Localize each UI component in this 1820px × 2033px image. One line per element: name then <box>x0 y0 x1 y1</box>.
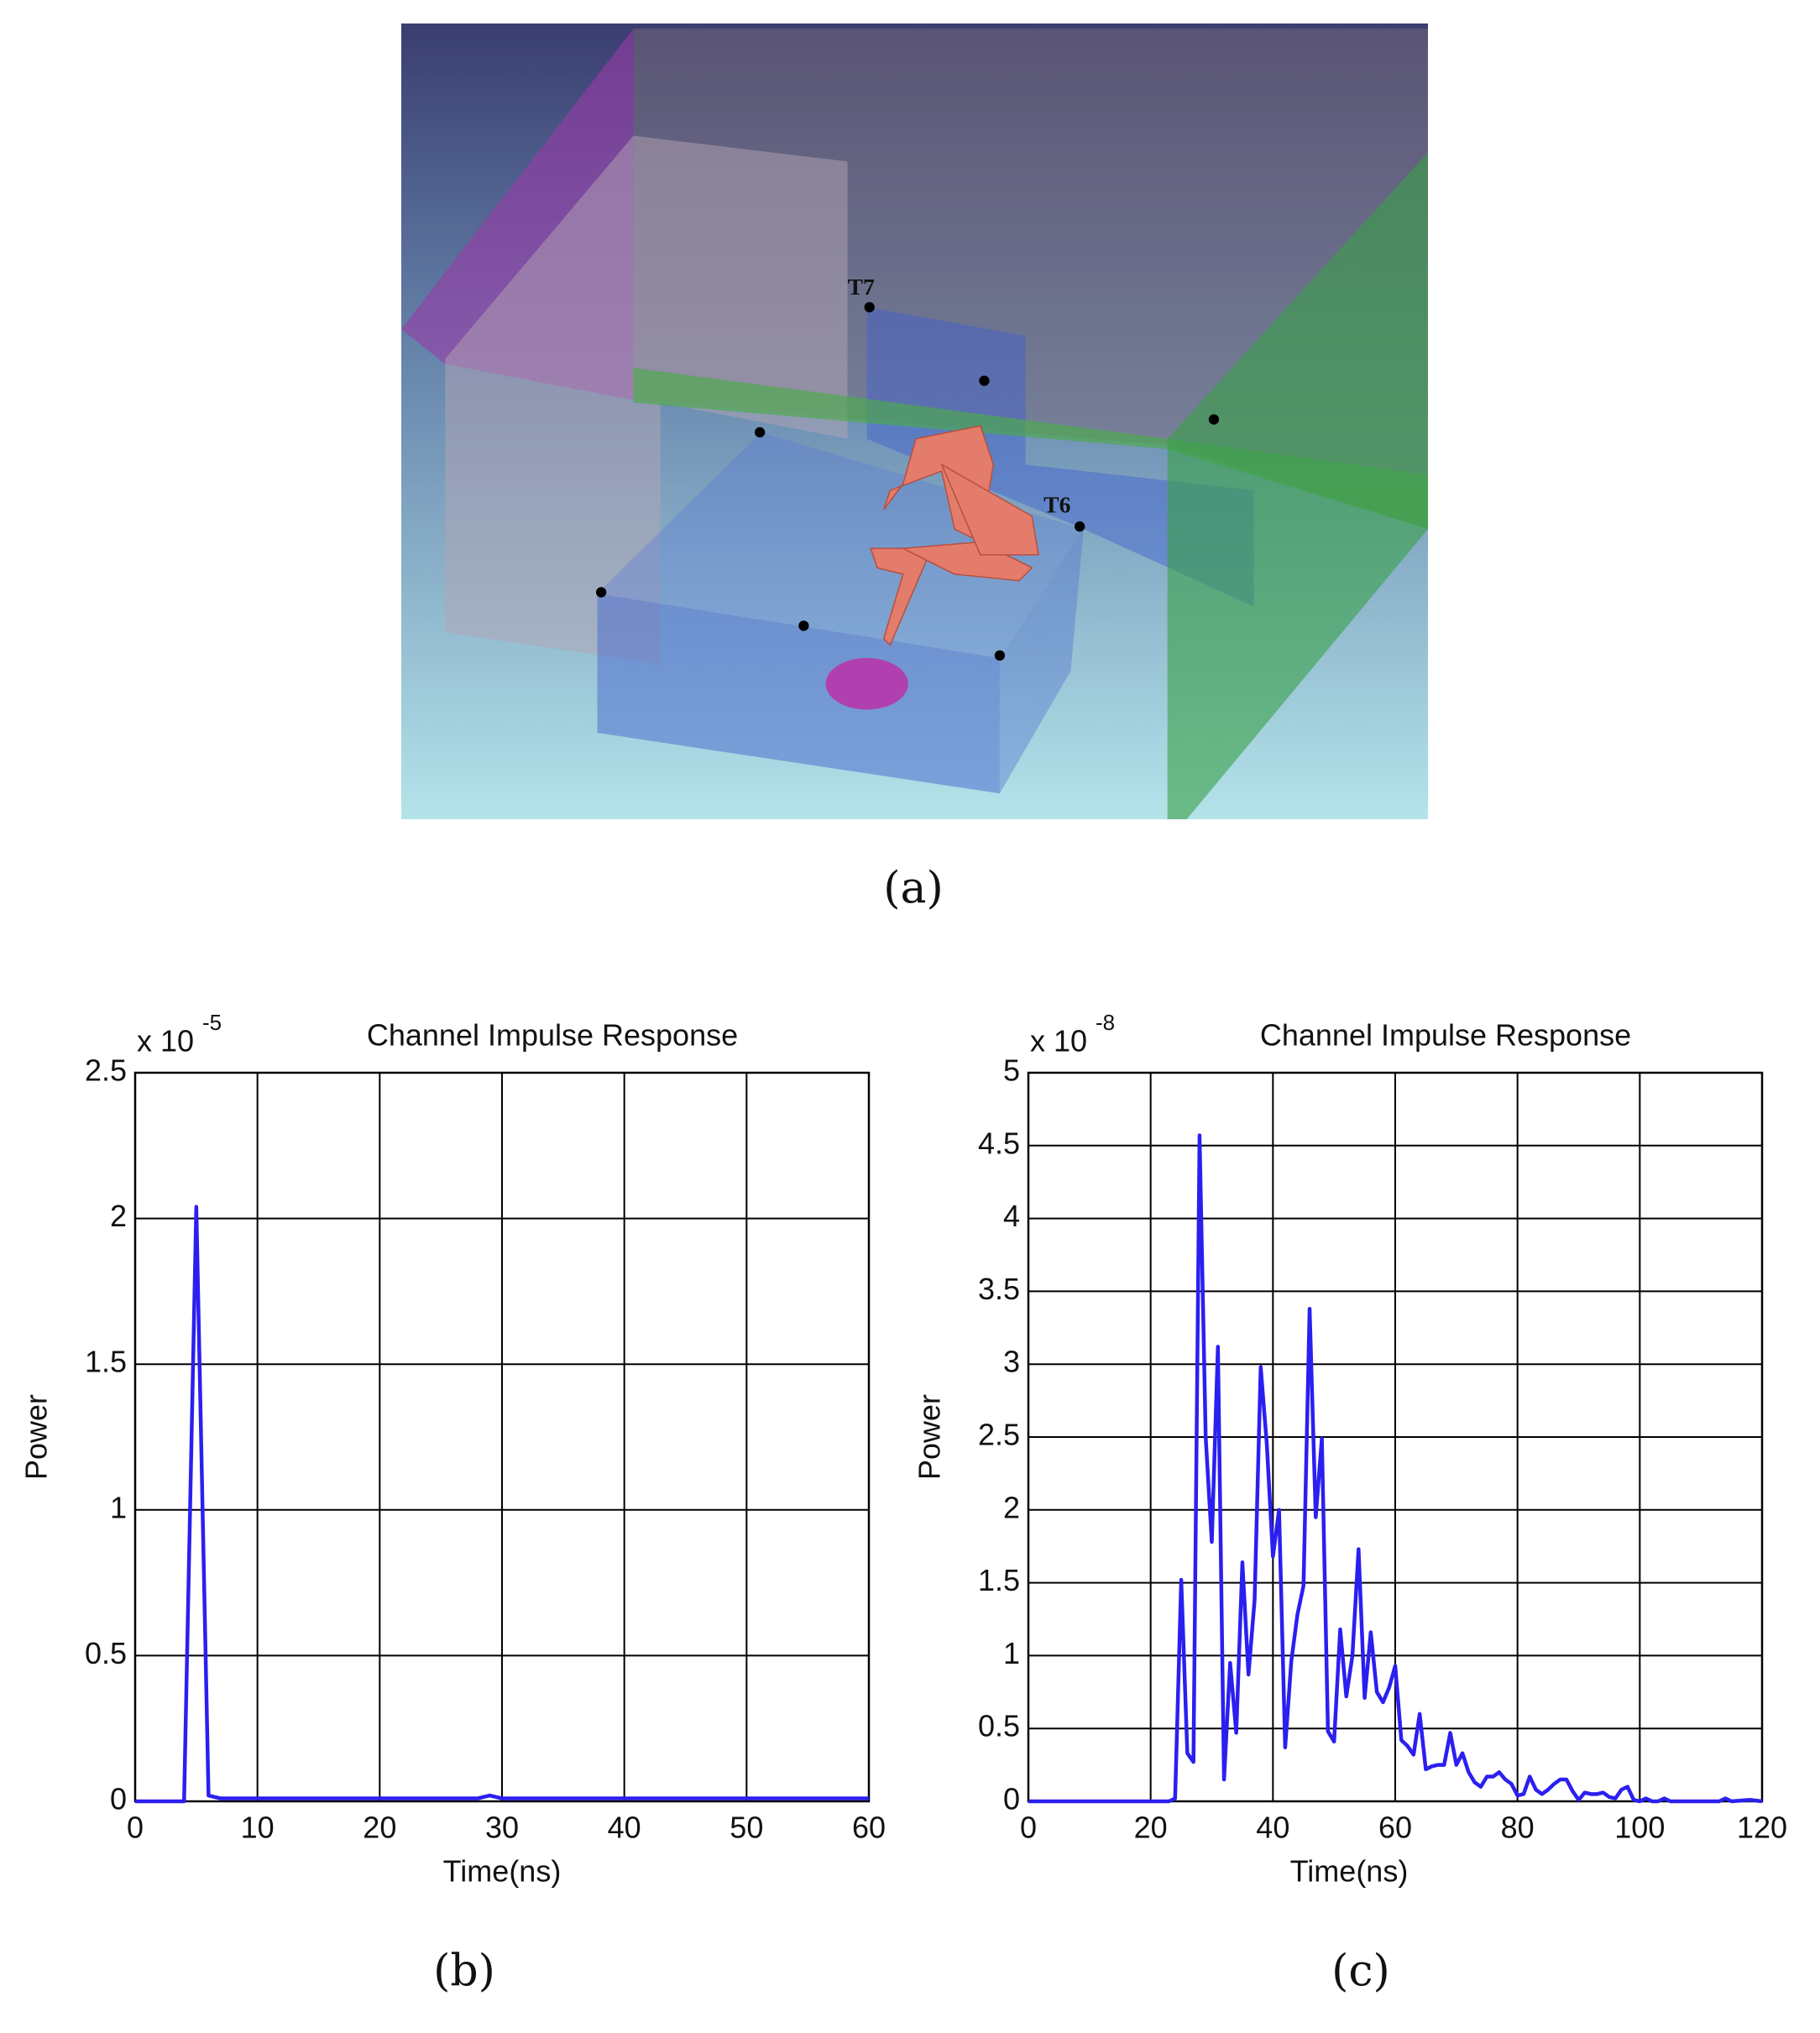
x-tick-label: 40 <box>608 1811 641 1845</box>
panel-caption: (a) <box>883 864 944 914</box>
y-tick-label: 2 <box>1003 1490 1020 1524</box>
box <box>866 307 1254 607</box>
marker-dot <box>979 375 990 386</box>
x-tick-label: 20 <box>1134 1811 1168 1845</box>
marker-dot <box>596 587 607 598</box>
beam <box>633 368 1428 530</box>
y-tick-label: 0 <box>1003 1782 1020 1816</box>
y-axis-label: Power <box>913 1394 947 1480</box>
marker-dot <box>994 650 1006 661</box>
x-tick-label: 60 <box>852 1811 886 1845</box>
x-tick-label: 10 <box>241 1811 275 1845</box>
x-tick-label: 40 <box>1256 1811 1289 1845</box>
marker-dot <box>754 426 766 438</box>
chart-title: Channel Impulse Response <box>367 1018 738 1053</box>
x-tick-label: 20 <box>363 1811 396 1845</box>
y-tick-label: 0.5 <box>978 1709 1020 1743</box>
x-axis-label: Time(ns) <box>443 1854 562 1889</box>
x-tick-label: 80 <box>1501 1811 1535 1845</box>
y-scale-exponent: -5 <box>202 1010 222 1035</box>
y-tick-label: 3.5 <box>978 1272 1020 1306</box>
y-scale-exponent: -8 <box>1096 1010 1115 1035</box>
y-tick-label: 5 <box>1003 1053 1020 1088</box>
box <box>597 593 1000 794</box>
y-tick-label: 1.5 <box>978 1563 1020 1597</box>
scene: T7 T6 <box>401 24 1428 819</box>
y-tick-label: 0 <box>110 1782 127 1816</box>
robot-base <box>825 657 908 710</box>
y-tick-label: 1 <box>1003 1636 1020 1670</box>
series-line <box>1028 1133 1763 1804</box>
series-line <box>135 1205 869 1804</box>
x-tick-label: 60 <box>1378 1811 1412 1845</box>
x-tick-label: 30 <box>485 1811 519 1845</box>
box <box>999 529 1084 794</box>
y-tick-label: 3 <box>1003 1345 1020 1379</box>
robot <box>870 425 1039 646</box>
wall <box>1167 152 1428 819</box>
y-tick-label: 1.5 <box>85 1345 127 1379</box>
y-tick-label: 0.5 <box>85 1636 127 1670</box>
x-tick-label: 100 <box>1614 1811 1665 1845</box>
y-scale-base: x 10 <box>1030 1024 1087 1058</box>
y-tick-label: 4 <box>1003 1199 1020 1233</box>
y-tick-label: 2 <box>110 1199 127 1233</box>
panel-caption: (c) <box>1331 1947 1390 1997</box>
marker-dot <box>1208 414 1220 425</box>
x-tick-label: 0 <box>1020 1811 1037 1845</box>
marker-label: T6 <box>1043 492 1070 518</box>
marker-dot <box>864 301 875 313</box>
y-scale-base: x 10 <box>137 1024 194 1058</box>
axis-frame <box>133 1071 871 1803</box>
chart-title: Channel Impulse Response <box>1260 1018 1631 1053</box>
panel-caption: (b) <box>433 1947 495 1997</box>
axis-frame <box>1027 1071 1764 1803</box>
y-tick-label: 2.5 <box>978 1418 1020 1452</box>
y-tick-label: 4.5 <box>978 1126 1020 1160</box>
y-tick-label: 2.5 <box>85 1053 127 1088</box>
marker-label: T7 <box>848 274 875 300</box>
x-tick-label: 50 <box>730 1811 763 1845</box>
x-tick-label: 120 <box>1737 1811 1787 1845</box>
y-tick-label: 1 <box>110 1490 127 1524</box>
box <box>597 432 1084 658</box>
x-axis-label: Time(ns) <box>1290 1854 1409 1889</box>
y-axis-label: Power <box>19 1394 54 1480</box>
marker-dot <box>1075 521 1085 532</box>
x-tick-label: 0 <box>127 1811 144 1845</box>
marker-dot <box>798 620 809 631</box>
